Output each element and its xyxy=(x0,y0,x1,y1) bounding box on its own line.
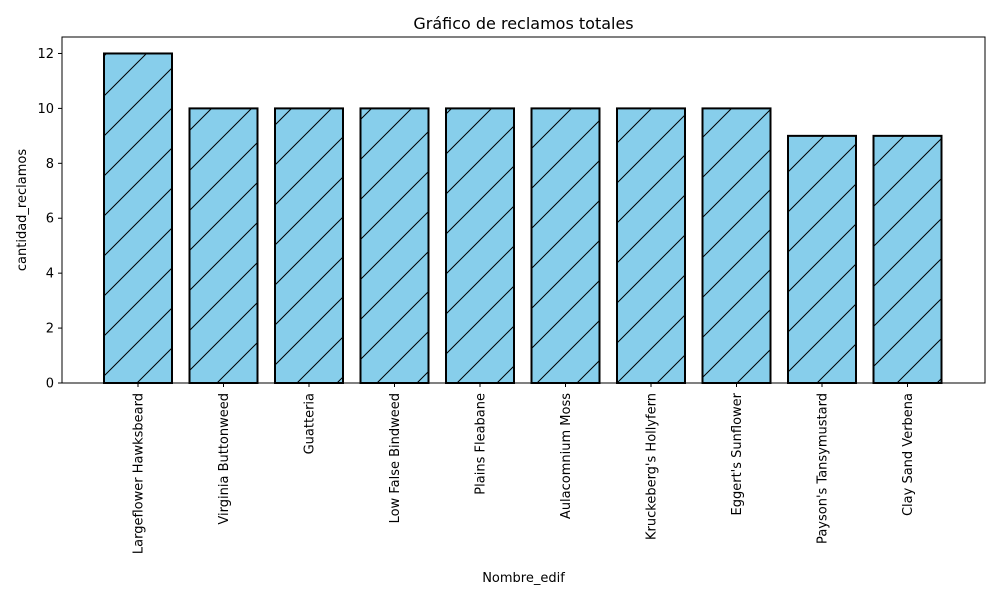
x-tick-label: Largeflower Hawksbeard xyxy=(132,393,147,554)
x-tick-label: Aulacomnium Moss xyxy=(559,393,574,519)
bar xyxy=(445,107,515,385)
y-tick-label: 4 xyxy=(46,267,54,282)
x-tick-label: Plains Fleabane xyxy=(474,393,489,495)
chart-title: Gráfico de reclamos totales xyxy=(413,14,633,33)
bar xyxy=(359,107,430,385)
plot-frame xyxy=(61,36,986,384)
bar xyxy=(530,107,601,385)
y-tick-label: 10 xyxy=(37,102,54,117)
y-axis-label: cantidad_reclamos xyxy=(15,149,30,271)
x-tick-label: Payson's Tansymustard xyxy=(816,393,831,544)
y-tick-label: 6 xyxy=(46,212,54,227)
bar xyxy=(787,134,857,384)
bar xyxy=(872,134,943,384)
x-tick-label: Clay Sand Verbena xyxy=(901,393,916,516)
bars-layer xyxy=(103,52,943,385)
x-axis-label: Nombre_edif xyxy=(482,571,565,586)
y-tick-label: 0 xyxy=(46,377,54,392)
x-tick-label: Kruckeberg's Hollyfern xyxy=(645,393,660,540)
x-tick-label: Low False Bindweed xyxy=(388,393,403,523)
y-tick-label: 8 xyxy=(46,157,54,172)
bar xyxy=(274,107,344,385)
bar xyxy=(616,107,686,385)
x-tick-label: Guatteria xyxy=(303,393,318,454)
x-tick-label: Eggert's Sunflower xyxy=(730,392,745,515)
x-tick-label: Virginia Buttonweed xyxy=(217,393,232,525)
y-tick-label: 12 xyxy=(37,47,54,62)
bar xyxy=(188,107,259,385)
y-tick-label: 2 xyxy=(46,322,54,337)
bar xyxy=(701,107,772,385)
axes-layer: 0 2 4 6 8 10 12 Largeflower Hawksbeard Virginia … xyxy=(37,36,986,554)
bar xyxy=(103,52,173,384)
